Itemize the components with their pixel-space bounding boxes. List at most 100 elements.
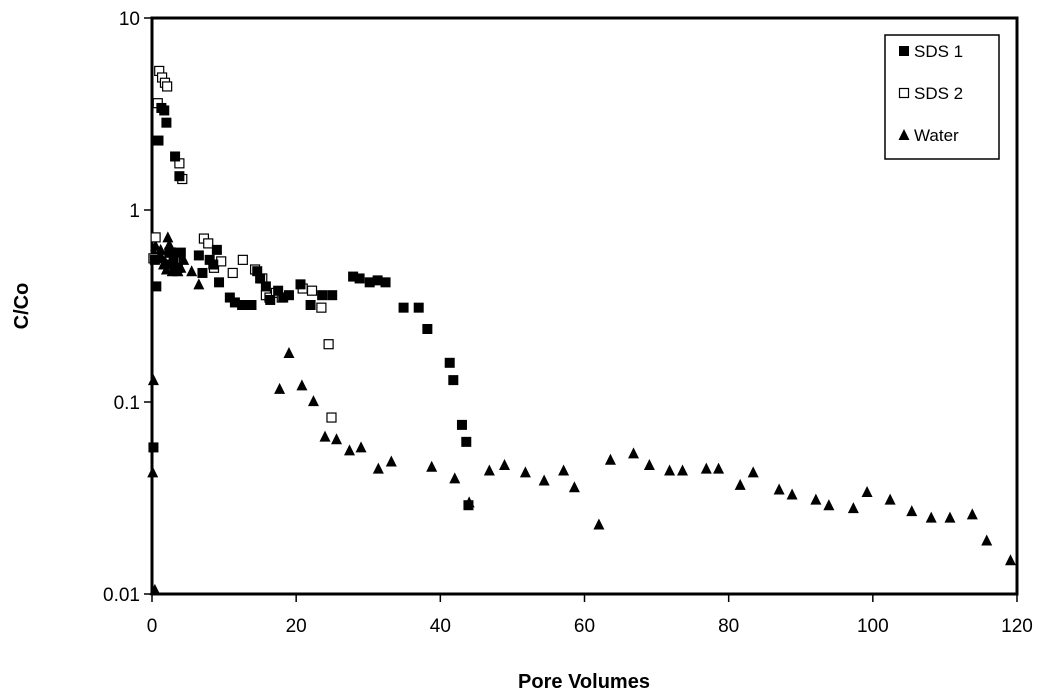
data-point — [316, 302, 327, 313]
x-tick-label: 80 — [718, 616, 739, 637]
data-point — [355, 441, 367, 453]
data-point — [296, 379, 308, 391]
data-point — [348, 271, 359, 282]
data-point — [344, 444, 356, 456]
data-point — [323, 339, 334, 350]
x-tick-label: 60 — [574, 616, 595, 637]
data-point — [211, 244, 222, 255]
data-point — [148, 442, 159, 453]
data-point — [175, 247, 186, 258]
data-point — [372, 462, 384, 474]
data-point — [214, 277, 225, 288]
plot-area — [150, 16, 1019, 596]
data-point — [227, 267, 238, 279]
data-point — [422, 323, 433, 334]
data-markers — [147, 65, 1017, 595]
data-point — [147, 374, 159, 386]
data-point — [925, 511, 937, 523]
data-point — [456, 419, 467, 430]
data-point — [847, 502, 859, 514]
data-point — [463, 500, 474, 511]
data-point — [677, 464, 689, 476]
data-point — [593, 518, 605, 530]
data-point — [278, 292, 289, 303]
data-point — [426, 460, 438, 472]
data-point — [461, 436, 472, 447]
data-point — [326, 412, 337, 423]
x-tick-label: 20 — [286, 616, 307, 637]
legend: SDS 1 SDS 2 Water — [884, 34, 1000, 160]
data-point — [319, 430, 331, 442]
data-point — [906, 505, 918, 517]
data-point — [372, 275, 383, 286]
data-point — [448, 375, 459, 386]
data-point — [331, 433, 343, 445]
data-point — [786, 488, 798, 500]
legend-marker — [898, 87, 910, 99]
data-point — [161, 117, 172, 128]
data-point — [568, 481, 580, 493]
data-point — [643, 458, 655, 470]
data-point — [604, 453, 616, 465]
data-point — [203, 238, 214, 249]
data-point — [444, 357, 455, 368]
data-point — [168, 254, 179, 265]
data-point — [823, 499, 835, 511]
data-point — [884, 493, 896, 505]
data-point — [700, 462, 712, 474]
y-tick-label: 10 — [119, 9, 140, 30]
data-point — [147, 466, 159, 478]
data-point — [747, 466, 759, 478]
data-point — [164, 247, 175, 258]
data-point — [380, 277, 391, 288]
data-point — [664, 464, 676, 476]
data-point — [713, 462, 725, 474]
data-point — [193, 250, 204, 261]
data-point — [150, 239, 162, 251]
data-point — [155, 243, 167, 255]
data-point — [519, 466, 531, 478]
x-axis-title: Pore Volumes — [518, 671, 650, 693]
data-point — [246, 300, 257, 311]
y-tick-label: 0.1 — [114, 393, 140, 414]
data-point — [810, 493, 822, 505]
data-point — [306, 285, 318, 296]
data-point — [172, 262, 183, 273]
data-point — [773, 483, 785, 495]
x-tick-label: 0 — [147, 616, 158, 637]
data-point — [149, 254, 160, 265]
data-point — [981, 534, 993, 546]
x-tick-label: 120 — [1001, 616, 1033, 637]
x-tick-label: 100 — [857, 616, 889, 637]
data-point — [150, 232, 161, 243]
data-point — [193, 278, 205, 290]
data-point — [197, 267, 208, 278]
legend-marker — [898, 129, 910, 140]
data-point — [283, 346, 295, 358]
data-point — [224, 292, 235, 303]
legend-label: SDS 2 — [914, 84, 963, 103]
data-point — [628, 447, 640, 459]
data-point — [498, 458, 510, 470]
data-point — [274, 382, 286, 394]
data-point — [1005, 554, 1017, 566]
data-point — [483, 464, 495, 476]
data-point — [260, 281, 271, 292]
y-tick-label: 1 — [129, 201, 140, 222]
y-axis-title: C/Co — [11, 283, 33, 330]
data-point — [364, 277, 375, 288]
data-point — [305, 300, 316, 311]
data-point — [317, 290, 328, 301]
data-point — [237, 300, 248, 311]
y-tick-label: 0.01 — [103, 585, 140, 606]
data-point — [265, 294, 276, 305]
legend-label: Water — [914, 126, 959, 145]
series-sds-1 — [148, 102, 474, 511]
data-point — [162, 81, 173, 92]
data-point — [354, 273, 365, 284]
data-point — [283, 290, 294, 301]
data-point — [208, 259, 219, 270]
data-point — [385, 455, 397, 467]
data-point — [538, 474, 550, 486]
data-point — [151, 281, 162, 292]
